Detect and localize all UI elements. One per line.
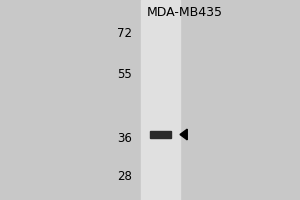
Text: 72: 72	[117, 27, 132, 40]
Text: 55: 55	[117, 68, 132, 81]
Text: 28: 28	[117, 170, 132, 183]
Bar	[150, 131, 171, 138]
Polygon shape	[180, 129, 187, 140]
Bar	[141, 0, 180, 200]
Text: 36: 36	[117, 132, 132, 145]
Text: MDA-MB435: MDA-MB435	[146, 6, 223, 19]
